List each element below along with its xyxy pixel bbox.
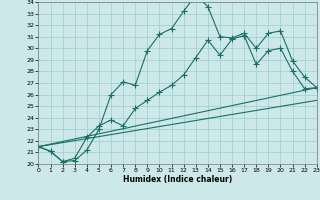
X-axis label: Humidex (Indice chaleur): Humidex (Indice chaleur) <box>123 175 232 184</box>
